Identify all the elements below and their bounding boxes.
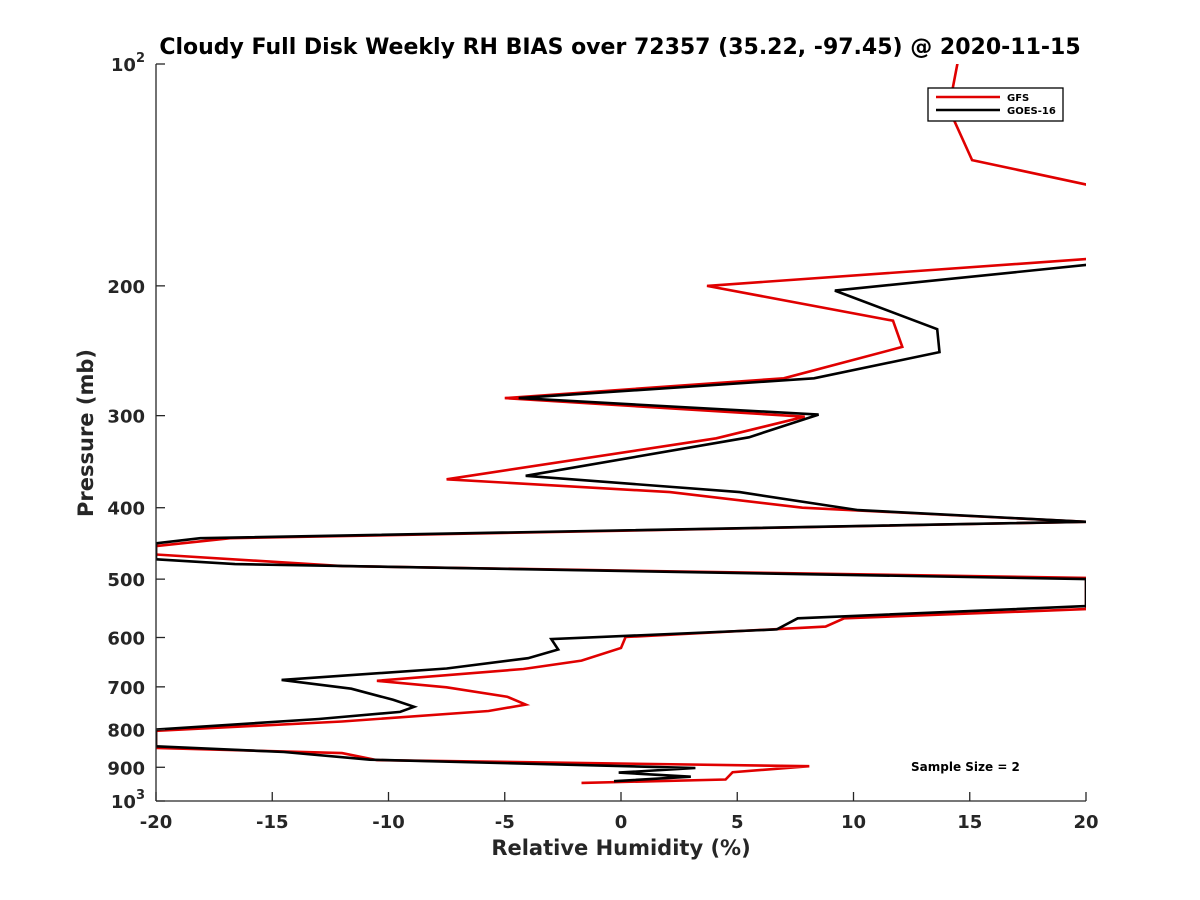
legend-box <box>927 87 1064 122</box>
y-tick-label: 600 <box>107 628 145 649</box>
y-tick-label: 900 <box>107 758 145 779</box>
series-line-gfs <box>156 64 1086 785</box>
y-tick-label: 103 <box>111 788 145 813</box>
x-tick-label: -5 <box>495 812 515 833</box>
x-tick-label: -15 <box>256 812 289 833</box>
chart-title: Cloudy Full Disk Weekly RH BIAS over 723… <box>159 35 1080 60</box>
series-line-goes16 <box>156 263 1086 783</box>
x-tick-label: 0 <box>615 812 628 833</box>
legend: GFS GOES-16 <box>927 87 1064 122</box>
x-tick-label: 10 <box>841 812 866 833</box>
x-tick-label: -20 <box>140 812 173 833</box>
x-tick-label: 5 <box>731 812 744 833</box>
x-tick-label: 20 <box>1073 812 1098 833</box>
y-tick-label: 700 <box>107 678 145 699</box>
y-tick-label: 102 <box>111 51 145 76</box>
axes: -20 -15 -10 -5 0 5 10 15 20 102 200 300 400 500 600 700… <box>107 51 1098 833</box>
y-axis-label: Pressure (mb) <box>74 349 98 517</box>
x-tick-label: -10 <box>372 812 405 833</box>
x-axis-label: Relative Humidity (%) <box>491 836 750 860</box>
y-tick-label: 200 <box>107 277 145 298</box>
y-tick-label: 400 <box>107 499 145 520</box>
sample-size-annotation: Sample Size = 2 <box>911 760 1020 774</box>
legend-label-goes16: GOES-16 <box>1007 106 1056 117</box>
x-tick-label: 15 <box>957 812 982 833</box>
y-tick-label: 300 <box>107 407 145 428</box>
legend-label-gfs: GFS <box>1007 93 1029 104</box>
y-tick-label: 500 <box>107 570 145 591</box>
y-tick-label: 800 <box>107 721 145 742</box>
series-layer <box>156 64 1086 785</box>
